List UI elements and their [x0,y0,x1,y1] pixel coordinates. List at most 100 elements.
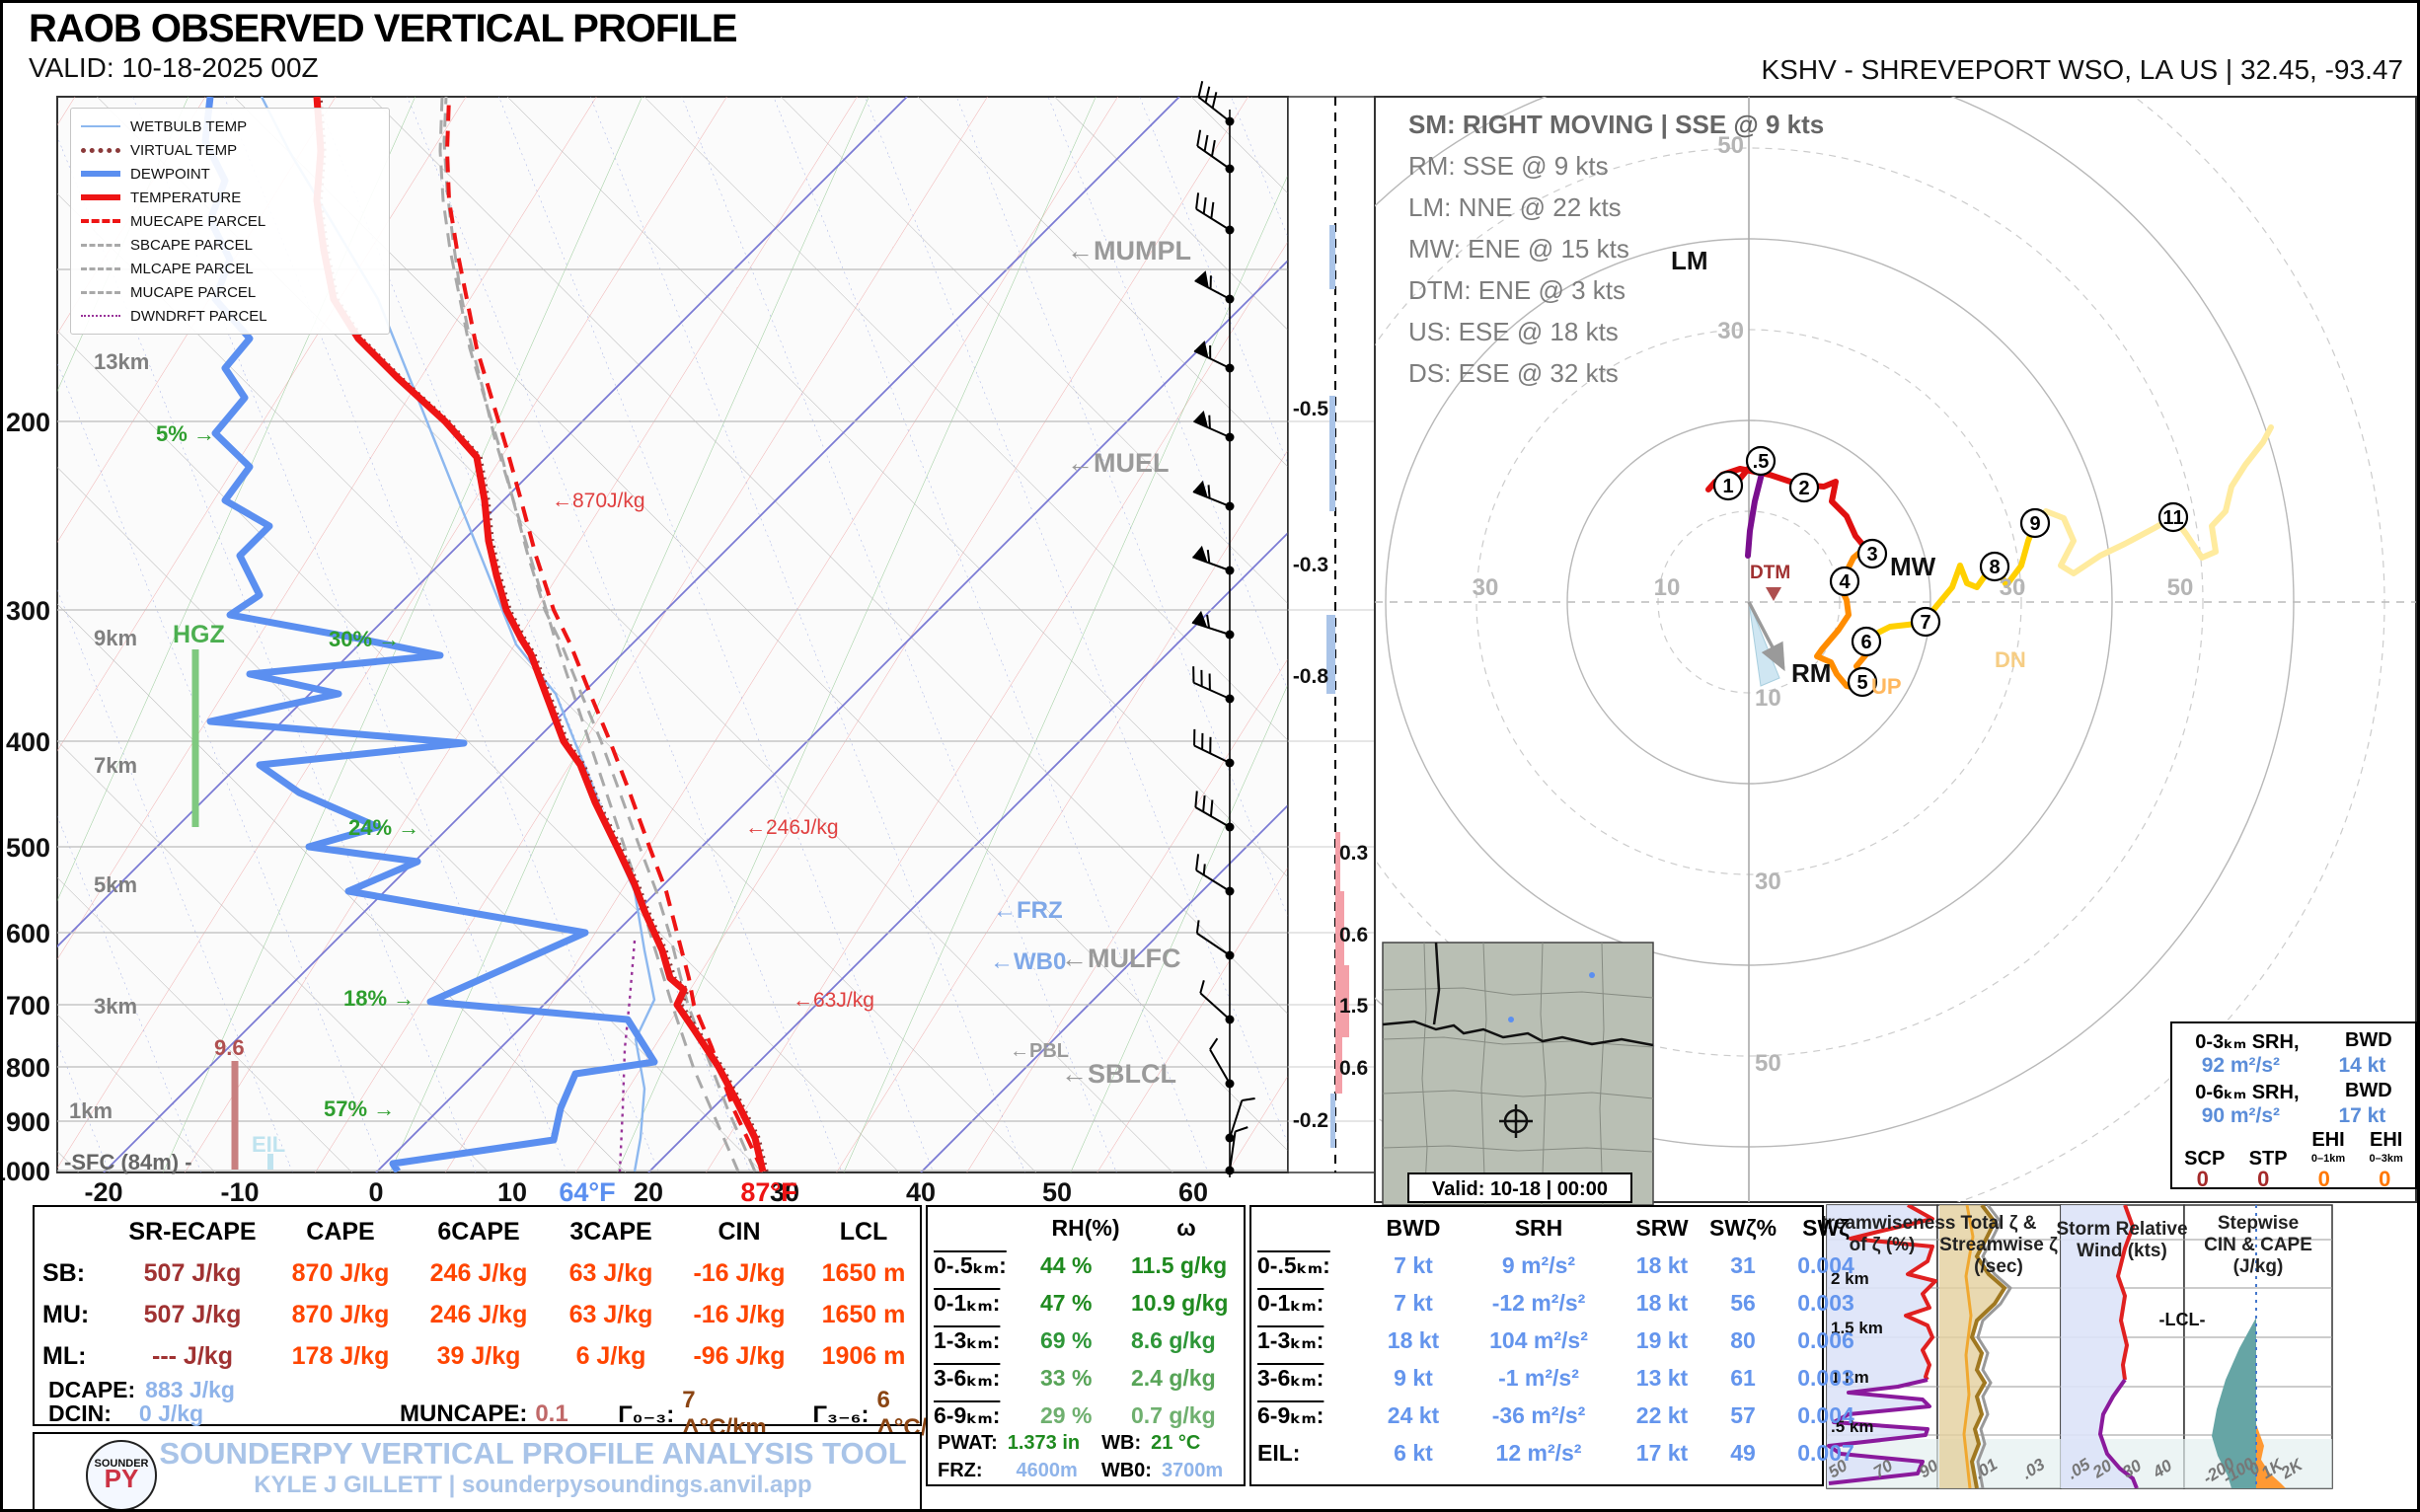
svg-text:9: 9 [2029,513,2040,535]
footer-box: SOUNDER PY SOUNDERPY VERTICAL PROFILE AN… [33,1432,922,1509]
cell: 178 J/kg [291,1341,390,1370]
svg-text:8: 8 [1989,557,2000,578]
ring-label: 50 [2167,574,2194,601]
storm-motion-info: SM: RIGHT MOVING | SSE @ 9 kts RM: SSE @… [1408,104,1824,394]
altitude-label: 9km [94,626,137,650]
storm-motion-headline: SM: RIGHT MOVING | SSE @ 9 kts [1408,110,1825,139]
pressure-label: 600 [6,919,50,948]
column-header: SRW [1635,1214,1689,1241]
wb0-row-label: WB0: [1100,1460,1152,1481]
omega-value: -0.3 [1293,554,1328,576]
row-label: 1-3ₖₘ: [1257,1326,1324,1353]
column-header: CIN [718,1217,761,1246]
cell: 13 kt [1635,1364,1689,1391]
pressure-label: 300 [6,596,50,626]
sbcape-parcel-trace [438,97,757,1172]
panel-ylabel: 1.5 km [1831,1319,1883,1337]
cell: 39 J/kg [436,1341,521,1370]
ring-label: 30 [2000,574,2026,601]
lcl-annotation: -LCL- [2159,1310,2206,1329]
column-header: LCL [839,1217,888,1246]
cell: -1 m²/s² [1498,1364,1579,1391]
sbcape-line-icon [81,243,120,247]
row-label: ML: [42,1341,87,1370]
temp-tick: -10 [220,1177,259,1207]
cell: 63 J/kg [568,1300,653,1328]
row-label: EIL: [1257,1439,1301,1466]
hgz-label: HGZ [173,621,225,648]
omega-header: ω [1176,1214,1196,1241]
cell: 9 kt [1394,1364,1433,1391]
cell: 63 J/kg [568,1258,653,1287]
row-label: 1-3ₖₘ: [934,1326,1001,1353]
page-title: RAOB OBSERVED VERTICAL PROFILE [29,7,737,50]
cell: 104 m²/s² [1489,1326,1588,1353]
srh-0-6-value: 90 m²/s² [2201,1104,2281,1127]
dtm-marker [1766,587,1781,601]
pressure-label: 800 [6,1053,50,1083]
ring-label: 50 [1755,1050,1781,1077]
svg-text:4: 4 [1839,571,1851,593]
author-credit: KYLE J GILLETT | sounderpysoundings.anvi… [254,1472,812,1498]
temperature-line-icon [81,194,120,200]
altitude-label: 5km [94,872,137,897]
dn-label: DN [1995,647,2026,672]
lm-label: LM [1671,246,1708,275]
cell: -36 m²/s² [1491,1401,1586,1428]
altitude-label: 7km [94,753,137,778]
panel3-title: Storm Relative [2056,1219,2187,1240]
pwat-value: 1.373 in [1007,1432,1081,1454]
ring-label: 10 [1654,574,1681,601]
column-header: CAPE [306,1217,375,1246]
frz-value: 4600m [1016,1460,1078,1481]
wb0-label: ←WB0 [990,948,1066,975]
panel1-title: of ζ (%) [1850,1235,1916,1255]
rh-annotation: 30% → [329,627,400,651]
sounderpy-logo: SOUNDER PY [86,1440,157,1509]
wetbulb-line-icon [81,125,120,127]
cell: 49 [1730,1439,1756,1466]
cell: 47 % [1040,1289,1093,1316]
mucape-line-icon [81,290,120,294]
legend-item: VIRTUAL TEMP [81,138,379,162]
hodo-height-markers: .5 1 2 3 4 5 6 7 8 9 11 [1712,445,2189,698]
cape-annotation: ←246J/kg [745,816,839,839]
mw-label: MW [1890,552,1936,581]
column-header: 3CAPE [569,1217,652,1246]
muncape-value: 0.1 [535,1400,568,1427]
cell: 7 kt [1394,1251,1433,1278]
hodo-trace-6-9km [1865,520,2038,647]
srw-plot [2061,1205,2139,1488]
omega-value: -0.5 [1293,398,1329,420]
cell: 0.007 [1797,1439,1854,1466]
omega-value: 1.5 [1339,995,1369,1018]
station-info: KSHV - SHREVEPORT WSO, LA US | 32.45, -9… [1761,54,2404,85]
cell: 507 J/kg [143,1258,242,1287]
parcel-table-box: SR-ECAPE CAPE 6CAPE 3CAPE CIN LCL SB: 50… [33,1205,961,1441]
cell: 57 [1730,1401,1756,1428]
omega-value: 0.6 [1339,1057,1368,1080]
lapse-label: 9.6 [214,1035,245,1060]
srh-0-3-label: 0-3ₖₘ SRH, [2195,1031,2300,1053]
dwndrft-line-icon [81,315,120,317]
cell: 6 kt [1394,1439,1433,1466]
panel4-title: CIN & CAPE [2204,1235,2312,1255]
omega-value: -0.8 [1293,665,1329,688]
dcape-value: 883 J/kg [145,1377,235,1402]
cell: 6 J/kg [575,1341,646,1370]
pressure-label: 400 [6,727,50,757]
temp-tick: 50 [1042,1177,1072,1207]
panel2-title: Total ζ & [1960,1213,2036,1234]
cell: 61 [1730,1364,1756,1391]
cell: 11.5 g/kg [1131,1251,1228,1278]
omega-value: 0.3 [1339,842,1368,865]
tool-name: SOUNDERPY VERTICAL PROFILE ANALYSIS TOOL [159,1436,907,1471]
cell: 24 kt [1387,1401,1440,1428]
pressure-label: 900 [6,1107,50,1137]
row-label: 3-6ₖₘ: [1257,1364,1324,1391]
column-header: SRH [1514,1214,1563,1241]
cell: 246 J/kg [429,1300,528,1328]
cell: 0.003 [1797,1289,1854,1316]
pressure-label: 500 [6,833,50,863]
